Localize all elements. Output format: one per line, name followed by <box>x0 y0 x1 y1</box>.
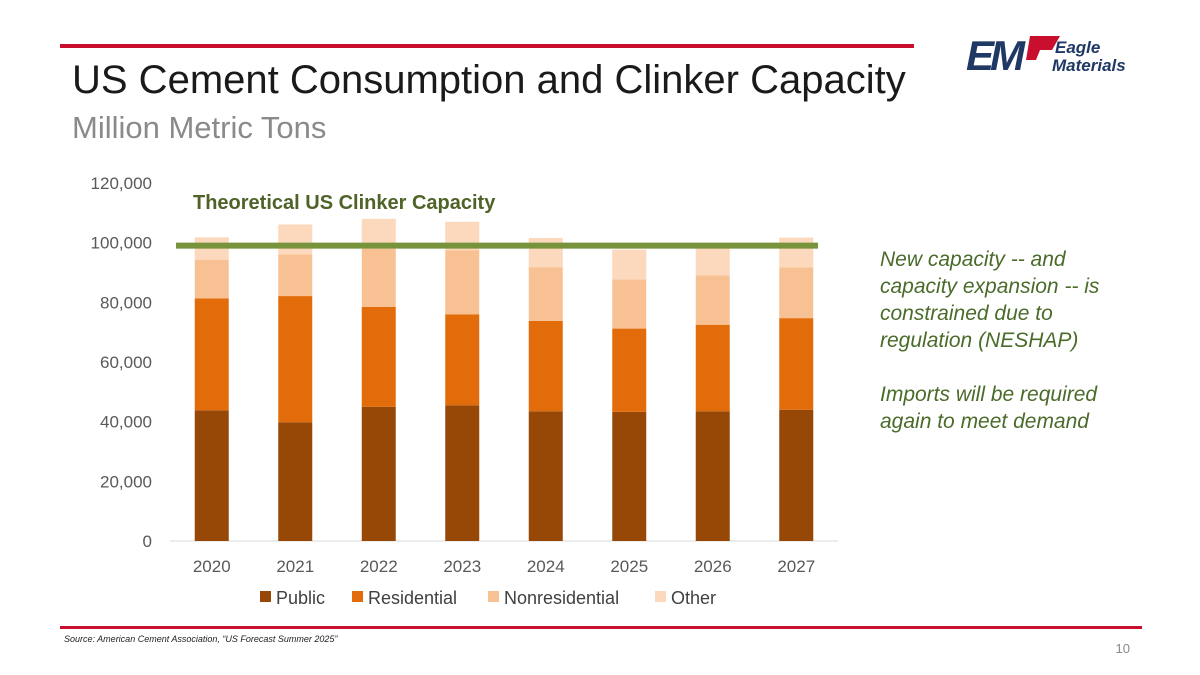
bottom-rule <box>60 626 1142 629</box>
source-note: Source: American Cement Association, “US… <box>64 634 338 644</box>
bar-nonresidential-2024 <box>528 267 563 321</box>
y-tick-label: 40,000 <box>100 413 152 432</box>
bar-other-2021 <box>278 224 313 255</box>
bar-public-2023 <box>445 405 480 541</box>
bar-residential-2026 <box>695 324 730 412</box>
bar-public-2022 <box>361 406 396 541</box>
bar-public-2024 <box>528 411 563 541</box>
bar-residential-2022 <box>361 306 396 407</box>
legend-label-public: Public <box>276 588 325 608</box>
stacked-bar-chart: 0 20,000 40,000 60,000 80,000 100,000 120,000 2… <box>91 174 838 608</box>
top-rule <box>60 44 914 48</box>
y-tick-label: 80,000 <box>100 293 152 312</box>
bar-public-2020 <box>194 410 229 541</box>
y-tick-label: 100,000 <box>91 234 152 253</box>
bar-nonresidential-2020 <box>194 259 229 299</box>
page-subtitle: Million Metric Tons <box>72 110 327 145</box>
y-tick-label: 0 <box>143 532 152 551</box>
x-tick-label: 2024 <box>527 557 565 576</box>
legend-label-nonresidential: Nonresidential <box>504 588 619 608</box>
bar-other-2026 <box>695 244 730 276</box>
note-capacity: New capacity -- and capacity expansion -… <box>880 248 1100 352</box>
bar-residential-2021 <box>278 296 313 423</box>
logo-monogram: EM <box>966 32 1026 78</box>
bar-public-2025 <box>612 411 647 541</box>
x-tick-label: 2027 <box>777 557 815 576</box>
bar-nonresidential-2021 <box>278 254 313 297</box>
x-tick-label: 2022 <box>360 557 398 576</box>
y-tick-label: 20,000 <box>100 472 152 491</box>
bar-residential-2023 <box>445 314 480 406</box>
legend-swatch-other <box>655 591 666 602</box>
bar-public-2027 <box>779 409 814 541</box>
legend-swatch-residential <box>352 591 363 602</box>
page-number: 10 <box>1115 641 1130 656</box>
bar-nonresidential-2025 <box>612 279 647 329</box>
eagle-materials-logo: EM Eagle Materials <box>966 32 1126 78</box>
x-tick-label: 2025 <box>610 557 648 576</box>
legend-label-other: Other <box>671 588 716 608</box>
bar-nonresidential-2026 <box>695 275 730 325</box>
bar-nonresidential-2022 <box>361 248 396 307</box>
bar-nonresidential-2027 <box>779 267 814 319</box>
y-tick-label: 60,000 <box>100 353 152 372</box>
logo-line2: Materials <box>1052 56 1126 75</box>
note-imports: Imports will be required again to meet d… <box>880 383 1098 433</box>
legend-swatch-public <box>260 591 271 602</box>
bar-residential-2025 <box>612 328 647 412</box>
bar-other-2027 <box>779 237 814 268</box>
bar-other-2025 <box>612 249 647 280</box>
bar-public-2026 <box>695 411 730 541</box>
bar-other-2024 <box>528 237 563 268</box>
bar-public-2021 <box>278 422 313 541</box>
x-tick-label: 2026 <box>694 557 732 576</box>
bar-residential-2020 <box>194 298 229 411</box>
eagle-head-icon <box>1026 36 1060 60</box>
logo-line1: Eagle <box>1055 38 1100 57</box>
bar-residential-2024 <box>528 320 563 412</box>
x-tick-label: 2020 <box>193 557 231 576</box>
x-tick-label: 2021 <box>276 557 314 576</box>
bar-residential-2027 <box>779 318 814 410</box>
y-tick-label: 120,000 <box>91 174 152 193</box>
bar-nonresidential-2023 <box>445 250 480 315</box>
legend-label-residential: Residential <box>368 588 457 608</box>
page-title: US Cement Consumption and Clinker Capaci… <box>72 58 906 102</box>
commentary: New capacity -- and capacity expansion -… <box>880 246 1140 462</box>
legend-swatch-nonresidential <box>488 591 499 602</box>
x-tick-label: 2023 <box>443 557 481 576</box>
clinker-capacity-label: Theoretical US Clinker Capacity <box>193 192 496 214</box>
